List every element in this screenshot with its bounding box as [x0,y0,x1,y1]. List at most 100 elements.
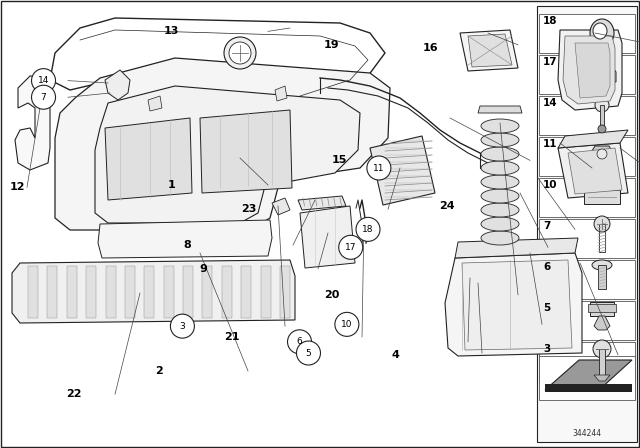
Polygon shape [148,96,162,111]
Polygon shape [183,266,193,318]
Text: 2: 2 [155,366,163,376]
Polygon shape [558,30,622,110]
Text: 17: 17 [543,57,557,67]
Bar [539,14,635,53]
Polygon shape [462,260,572,350]
Ellipse shape [592,260,612,270]
Bar [590,302,614,316]
Circle shape [170,314,195,338]
Polygon shape [105,118,192,200]
Text: 8: 8 [184,240,191,250]
Ellipse shape [481,189,519,203]
Text: 22: 22 [66,389,81,399]
Ellipse shape [481,119,519,133]
Text: 16: 16 [422,43,438,53]
Polygon shape [95,86,360,223]
Text: 6: 6 [297,337,302,346]
Ellipse shape [481,231,519,245]
Bar [539,301,635,340]
Polygon shape [445,253,582,356]
Circle shape [224,37,256,69]
Text: 3: 3 [543,344,550,354]
Circle shape [367,156,391,180]
Polygon shape [298,196,346,210]
Bar [600,105,604,129]
Polygon shape [241,266,252,318]
Polygon shape [300,206,355,268]
Polygon shape [86,266,96,318]
Polygon shape [106,266,116,318]
Polygon shape [144,266,154,318]
Text: 5: 5 [543,303,550,313]
Text: 4: 4 [392,350,399,360]
Polygon shape [67,266,77,318]
Ellipse shape [590,19,614,47]
Polygon shape [455,238,578,258]
Polygon shape [594,375,610,381]
Ellipse shape [481,217,519,231]
Text: 10: 10 [543,180,557,190]
Text: 14: 14 [38,76,49,85]
Polygon shape [98,220,272,258]
Polygon shape [275,86,287,101]
Text: 21: 21 [224,332,239,342]
Polygon shape [590,146,614,162]
Text: 18: 18 [543,16,557,26]
Bar [545,384,632,392]
Polygon shape [575,43,610,98]
Polygon shape [594,316,610,330]
Circle shape [597,149,607,159]
Polygon shape [200,110,292,193]
Bar [599,224,605,252]
Circle shape [31,85,56,109]
Polygon shape [47,266,58,318]
Polygon shape [55,58,390,230]
Polygon shape [568,148,622,194]
Circle shape [296,341,321,365]
Polygon shape [272,198,290,215]
Polygon shape [588,64,616,82]
Bar [599,349,605,375]
Ellipse shape [481,147,519,161]
Circle shape [339,235,363,259]
Circle shape [593,340,611,358]
Ellipse shape [481,133,519,147]
Polygon shape [468,34,512,67]
Polygon shape [584,190,620,204]
Circle shape [31,69,56,93]
Polygon shape [478,106,522,113]
Polygon shape [563,36,615,104]
Polygon shape [12,260,295,323]
Bar [539,178,635,217]
Ellipse shape [481,175,519,189]
Circle shape [594,216,610,232]
Circle shape [595,98,609,112]
Circle shape [356,217,380,241]
Bar [537,6,637,442]
Text: 20: 20 [324,290,339,300]
Bar [588,304,616,312]
Text: 12: 12 [10,182,25,192]
Ellipse shape [593,23,607,39]
Bar [539,356,635,400]
Polygon shape [164,266,173,318]
Text: 23: 23 [241,204,256,214]
Polygon shape [370,136,435,205]
Text: 14: 14 [543,98,557,108]
Text: 13: 13 [164,26,179,36]
Text: 6: 6 [543,262,550,272]
Text: 7: 7 [41,93,46,102]
Bar [539,96,635,135]
Bar [539,219,635,258]
Polygon shape [105,70,130,100]
Circle shape [598,125,606,133]
Text: 9: 9 [200,264,207,274]
Text: 24: 24 [439,201,454,211]
Polygon shape [222,266,232,318]
Polygon shape [280,266,290,318]
Text: 5: 5 [306,349,311,358]
Bar [598,265,606,289]
Bar [539,55,635,94]
Text: 344244: 344244 [572,429,602,438]
Text: 17: 17 [345,243,356,252]
